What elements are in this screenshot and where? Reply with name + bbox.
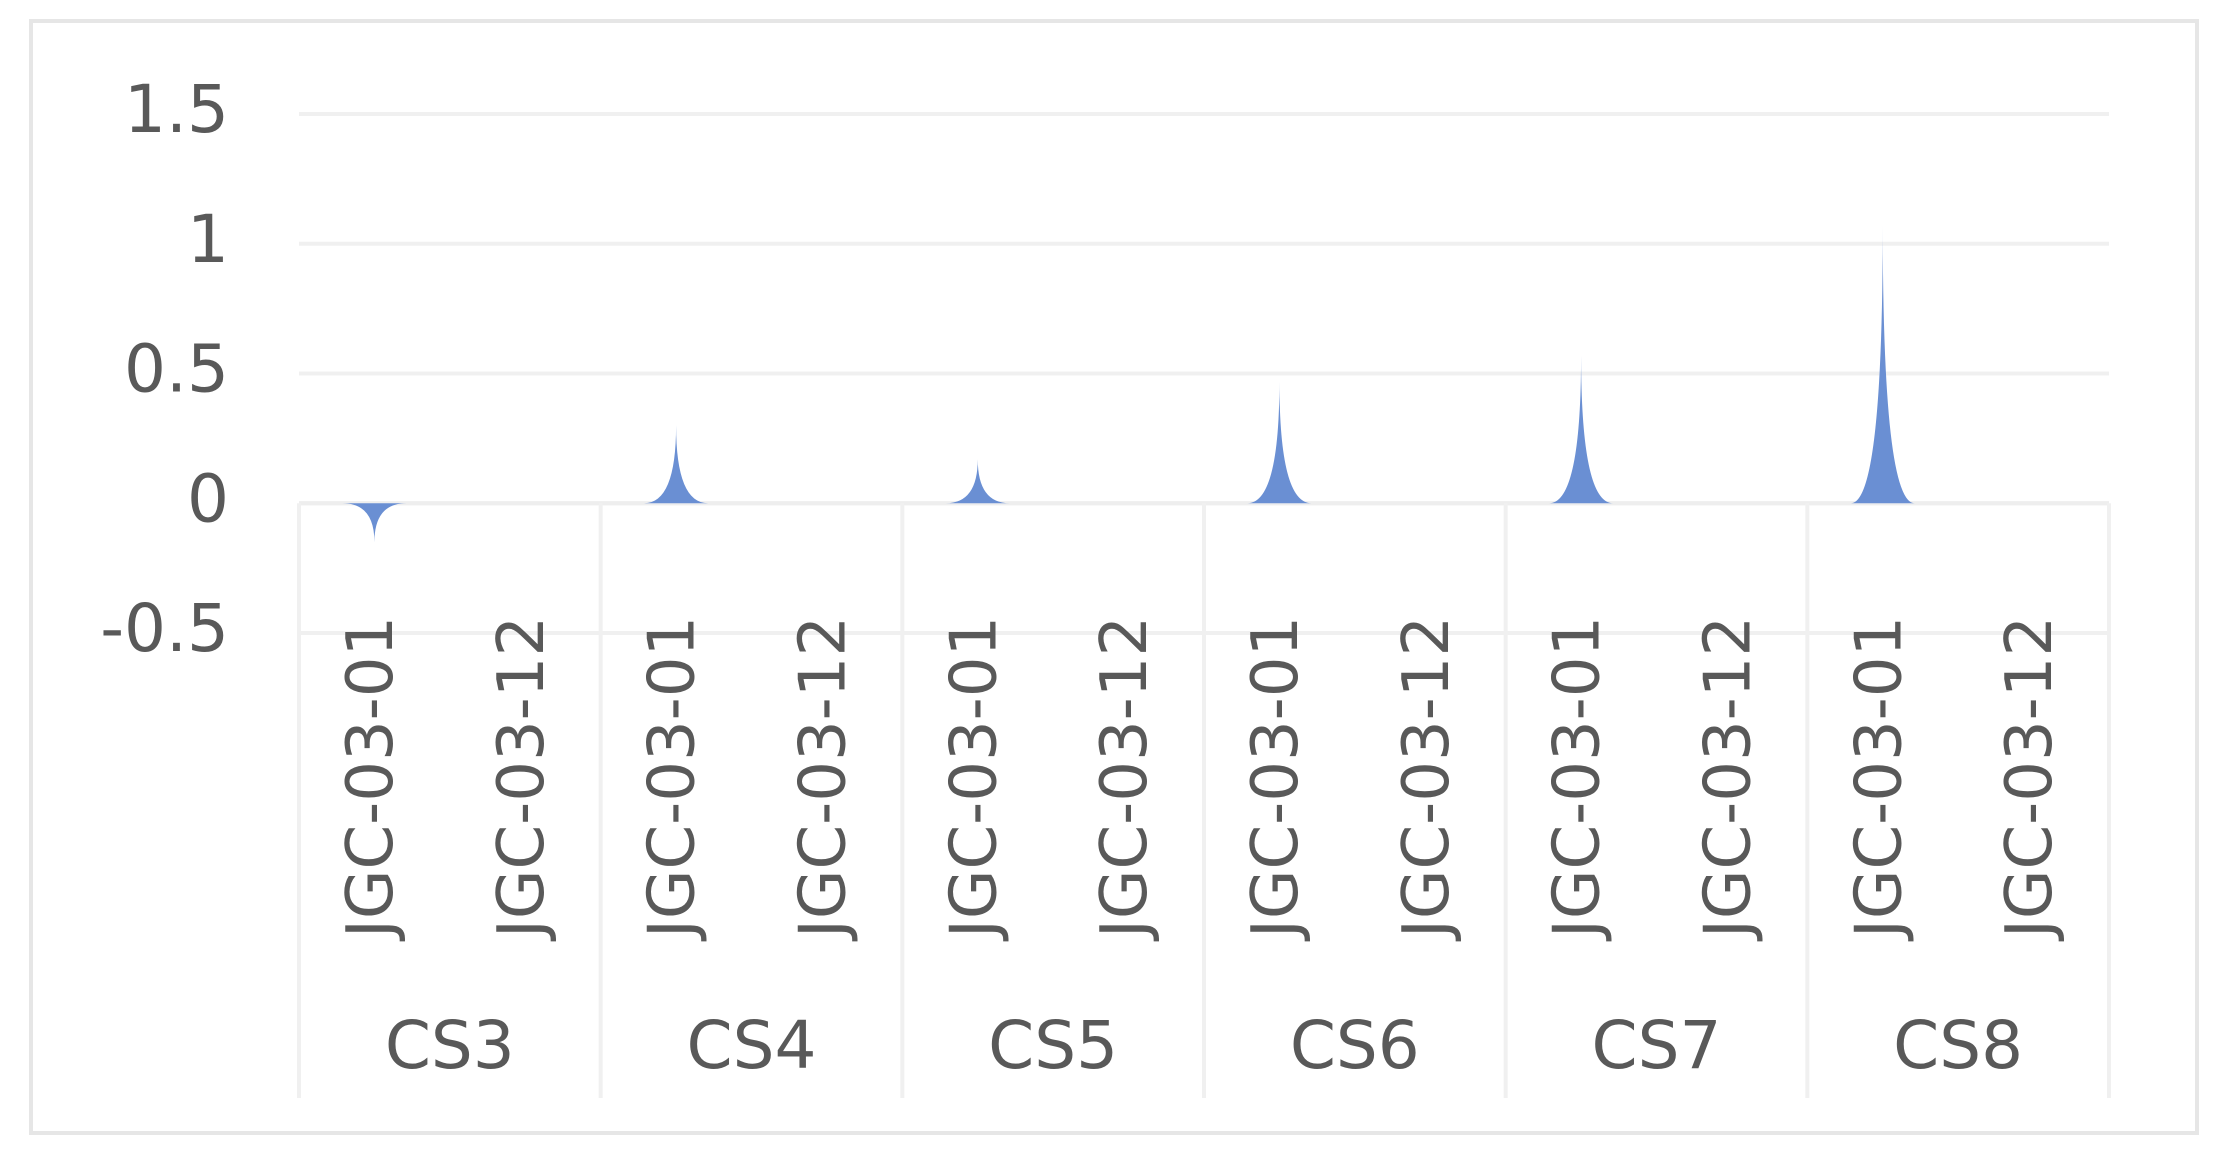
x-tick-label: JGC-03-01 <box>1239 616 1313 942</box>
y-tick-label: 1.5 <box>124 71 229 148</box>
spike-bar <box>945 459 1010 504</box>
group-label: CS4 <box>687 1007 817 1084</box>
x-tick-label: JGC-03-12 <box>1993 616 2067 942</box>
group-label: CS6 <box>1290 1007 1420 1084</box>
y-tick-label: -0.5 <box>100 590 229 667</box>
group-label: CS8 <box>1893 1007 2023 1084</box>
x-tick-label: JGC-03-01 <box>636 616 710 942</box>
x-tick-label: JGC-03-12 <box>485 616 559 942</box>
x-tick-label: JGC-03-12 <box>1088 616 1162 942</box>
y-tick-label: 0.5 <box>124 331 229 408</box>
spike-bar <box>342 503 407 543</box>
spike-bar <box>1850 225 1915 504</box>
group-label: CS5 <box>988 1007 1118 1084</box>
x-tick-label: JGC-03-01 <box>937 616 1011 942</box>
y-tick-label: 0 <box>187 460 229 537</box>
x-tick-label: JGC-03-01 <box>334 616 408 942</box>
spike-bar <box>1247 381 1312 504</box>
spike-bar <box>1549 355 1614 504</box>
group-label: CS3 <box>385 1007 515 1084</box>
chart-border <box>29 19 2199 1135</box>
y-tick-label: 1 <box>187 201 229 278</box>
spike-bar <box>644 425 709 504</box>
x-tick-label: JGC-03-12 <box>1691 616 1765 942</box>
x-tick-label: JGC-03-12 <box>1390 616 1464 942</box>
group-label: CS7 <box>1592 1007 1722 1084</box>
x-tick-label: JGC-03-01 <box>1541 616 1615 942</box>
x-tick-label: JGC-03-12 <box>786 616 860 942</box>
x-tick-label: JGC-03-01 <box>1842 616 1916 942</box>
